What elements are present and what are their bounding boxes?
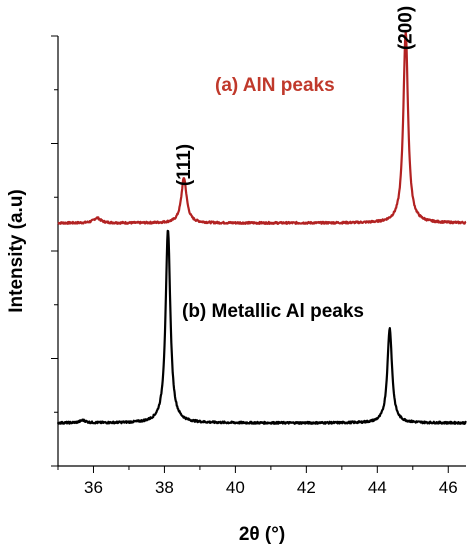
y-axis-title: Intensity (a.u) [6, 189, 27, 313]
peak-label-2: (200) [396, 6, 417, 50]
series-line-2 [56, 229, 467, 425]
plot-area: 36 38 40 42 44 46 2θ (°) Intensity (a.u) (a) AlN… [6, 6, 467, 545]
x-tick-label: 44 [368, 478, 387, 497]
x-axis-title: 2θ (°) [239, 524, 285, 545]
x-tick-label: 38 [155, 478, 174, 497]
x-tick-label: 42 [297, 478, 316, 497]
series-label-1: (a) AlN peaks [215, 75, 335, 96]
x-tick-label: 46 [439, 478, 458, 497]
series-line-1 [57, 30, 467, 225]
x-tick-label: 36 [84, 478, 103, 497]
x-tick-label: 40 [226, 478, 245, 497]
peak-label-1: (111) [174, 144, 195, 186]
series-label-2: (b) Metallic Al peaks [182, 301, 364, 322]
